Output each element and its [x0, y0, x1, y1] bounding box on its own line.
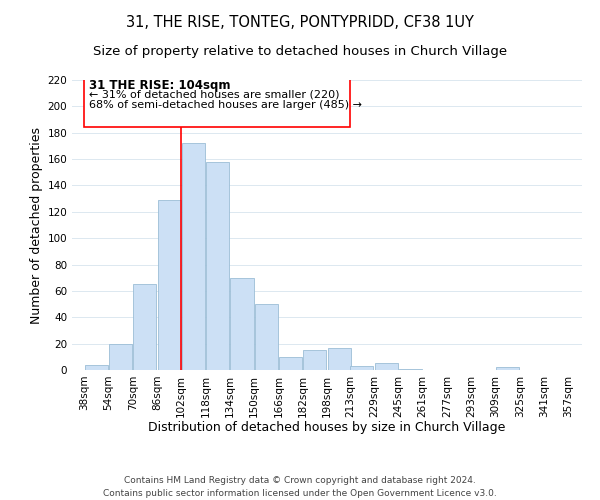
Text: Contains public sector information licensed under the Open Government Licence v3: Contains public sector information licen… [103, 488, 497, 498]
Bar [85, 364, 108, 370]
Bar [496, 368, 519, 370]
X-axis label: Distribution of detached houses by size in Church Village: Distribution of detached houses by size … [148, 421, 506, 434]
Bar [279, 357, 302, 370]
Text: 31, THE RISE, TONTEG, PONTYPRIDD, CF38 1UY: 31, THE RISE, TONTEG, PONTYPRIDD, CF38 1… [126, 15, 474, 30]
Bar [255, 304, 278, 370]
Bar [206, 162, 229, 370]
Text: 31 THE RISE: 104sqm: 31 THE RISE: 104sqm [89, 78, 230, 92]
Text: Size of property relative to detached houses in Church Village: Size of property relative to detached ho… [93, 45, 507, 58]
Bar [399, 368, 422, 370]
Text: 68% of semi-detached houses are larger (485) →: 68% of semi-detached houses are larger (… [89, 100, 362, 110]
Bar [109, 344, 132, 370]
Bar [133, 284, 157, 370]
Bar [374, 364, 398, 370]
Bar [158, 200, 181, 370]
Bar [328, 348, 350, 370]
Text: ← 31% of detached houses are smaller (220): ← 31% of detached houses are smaller (22… [89, 89, 339, 99]
Bar [304, 350, 326, 370]
Text: Contains HM Land Registry data © Crown copyright and database right 2024.: Contains HM Land Registry data © Crown c… [124, 476, 476, 485]
Bar [182, 144, 205, 370]
Bar [230, 278, 254, 370]
Y-axis label: Number of detached properties: Number of detached properties [30, 126, 43, 324]
Bar [350, 366, 373, 370]
Bar [84, 78, 350, 128]
